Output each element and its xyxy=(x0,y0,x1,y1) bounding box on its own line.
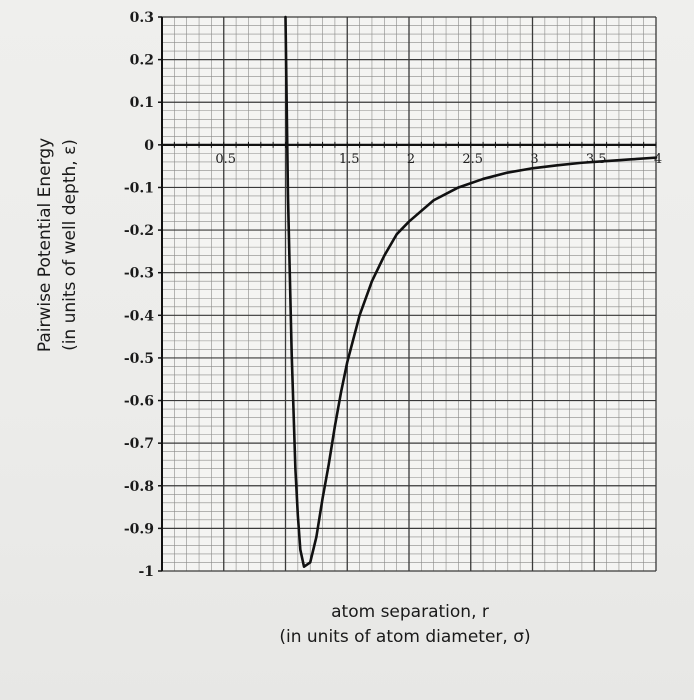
x-tick-label: 3 xyxy=(530,152,538,167)
y-tick-label: -0.1 xyxy=(124,180,154,196)
y-tick-label: -0.5 xyxy=(124,351,154,367)
y-axis-label: Pairwise Potential Energy xyxy=(35,138,55,352)
x-axis-label: atom separation, r xyxy=(331,602,489,622)
y-tick-label: -0.2 xyxy=(124,223,154,239)
y-tick-label: 0 xyxy=(144,138,154,154)
x-axis-units: (in units of atom diameter, σ) xyxy=(279,627,530,647)
y-tick-label: 0.2 xyxy=(130,53,154,69)
x-tick-label: 3.5 xyxy=(586,152,607,167)
y-tick-label: -0.4 xyxy=(124,308,154,324)
y-tick-label: -0.6 xyxy=(124,394,154,410)
x-tick-label: 1.5 xyxy=(339,152,360,167)
x-tick-label: 2.5 xyxy=(462,152,483,167)
x-tick-labels: 0.5 1.5 2 2.5 3 3.5 4 xyxy=(215,152,662,167)
y-axis-units: (in units of well depth, ε) xyxy=(60,139,80,351)
y-tick-label: -0.3 xyxy=(124,266,154,282)
x-tick-label: 0.5 xyxy=(215,152,236,167)
x-tick-label: 4 xyxy=(654,152,662,167)
y-tick-label: -0.7 xyxy=(124,436,154,452)
y-tick-label: -1 xyxy=(138,564,154,580)
y-tick-label: -0.9 xyxy=(124,521,154,537)
series-group xyxy=(284,15,658,569)
y-tick-label: 0.3 xyxy=(130,10,154,26)
axes xyxy=(161,17,657,571)
y-tick-label: -0.8 xyxy=(124,479,154,495)
y-tick-label: 0.1 xyxy=(130,95,154,111)
y-tick-labels: 0.3 0.2 0.1 0 -0.1 -0.2 -0.3 -0.4 -0.5 -0.6 -0.7 -0… xyxy=(124,10,162,580)
series-line xyxy=(284,15,658,569)
x-tick-label: 2 xyxy=(407,152,415,167)
